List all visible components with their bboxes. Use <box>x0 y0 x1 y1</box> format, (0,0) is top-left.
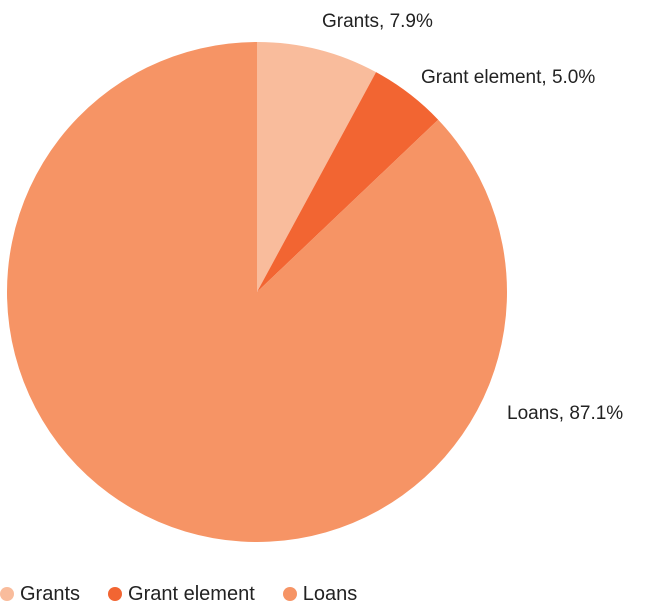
slice-label-grant-element: Grant element, 5.0% <box>421 67 595 88</box>
pie-slices <box>6 42 508 542</box>
legend-item-grant-element: Grant element <box>108 583 255 606</box>
pie-slice-loans <box>6 42 508 542</box>
pie-slice-grants <box>257 42 377 292</box>
legend-item-grants: Grants <box>0 583 80 606</box>
slice-label-grants: Grants, 7.9% <box>322 11 433 32</box>
legend-label-loans: Loans <box>302 582 358 605</box>
legend-item-loans: Loans <box>282 582 358 606</box>
slice-label-loans: Loans, 87.1% <box>507 403 623 424</box>
legend-label-grant-element: Grant element <box>128 582 255 605</box>
legend-swatch-loans <box>282 587 297 601</box>
pie-slice-grant-element <box>257 72 439 292</box>
pie-labels: Grants, 7.9% Grant element, 5.0% Loans, … <box>322 11 623 424</box>
chart-legend: Grants Grant element Loans <box>0 582 385 606</box>
legend-label-grants: Grants <box>20 582 81 605</box>
legend-swatch-grants <box>0 587 14 601</box>
legend-swatch-grant-element <box>108 587 123 601</box>
